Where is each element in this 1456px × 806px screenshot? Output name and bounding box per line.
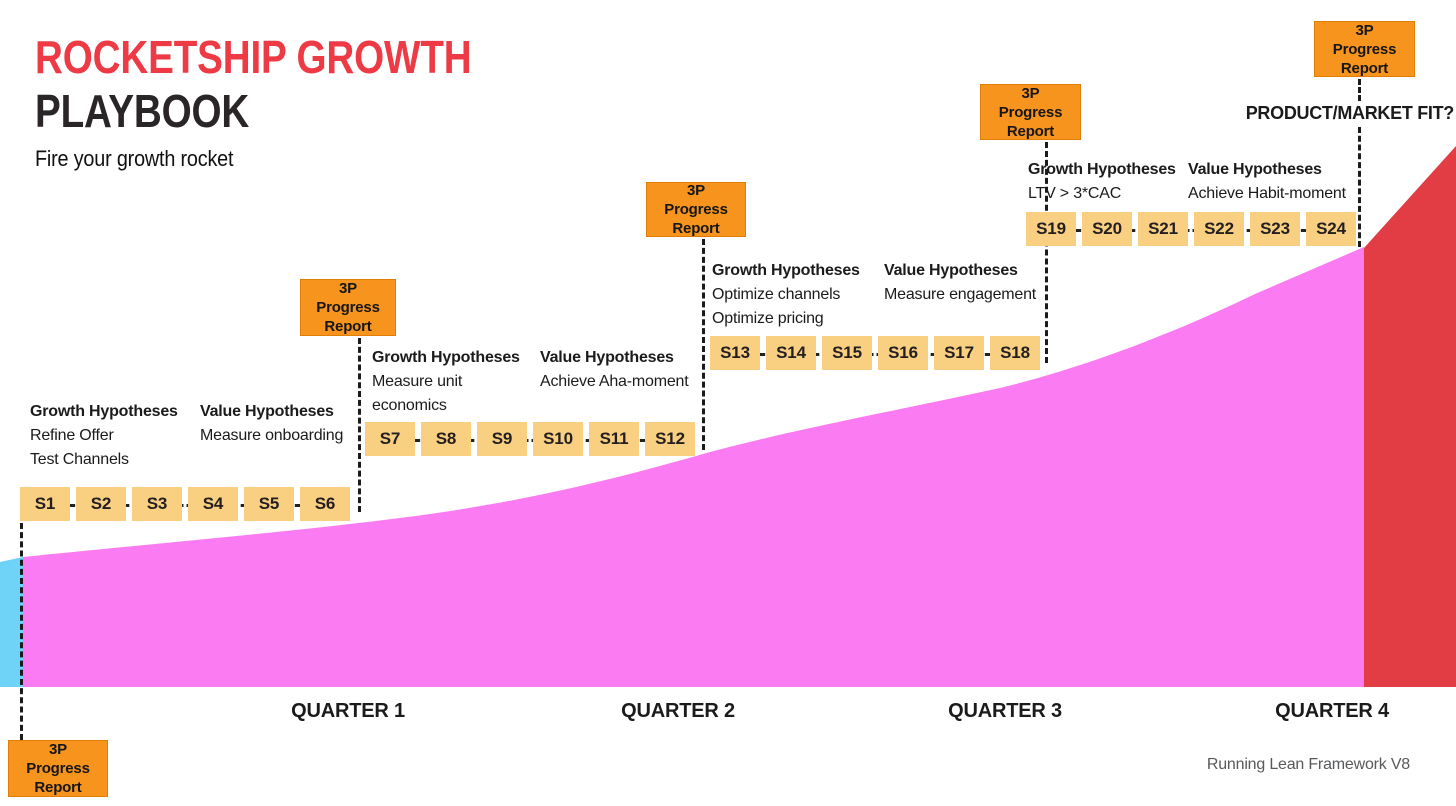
page-title-line1: ROCKETSHIP GROWTH	[35, 31, 472, 83]
dashed-line-q4-lower	[1358, 127, 1361, 247]
sprint-box-s3: S3	[132, 487, 182, 521]
dashed-line-start	[20, 523, 23, 740]
q2-growth-hypotheses: Growth Hypotheses Measure unit economics	[372, 346, 520, 418]
hypo-line: economics	[372, 397, 447, 414]
hypo-title: Growth Hypotheses	[712, 262, 860, 279]
quarter-2-label: QUARTER 2	[621, 700, 735, 722]
q3-growth-hypotheses: Growth Hypotheses Optimize channels Opti…	[712, 259, 860, 331]
product-market-fit-label: PRODUCT/MARKET FIT?	[1245, 103, 1455, 123]
milestone-3p-report-q4: 3P Progress Report	[1314, 21, 1415, 77]
milestone-3p-report-q3: 3P Progress Report	[980, 84, 1081, 140]
q4-value-hypotheses: Value Hypotheses Achieve Habit-moment	[1188, 158, 1346, 206]
sprint-box-s20: S20	[1082, 212, 1132, 246]
sprint-row-q3: S13 S14 S15 S16 S17 S18	[710, 336, 1040, 370]
framework-credit: Running Lean Framework V8	[1206, 756, 1410, 773]
page-title-line2: PLAYBOOK	[35, 85, 250, 137]
hypo-title: Growth Hypotheses	[1028, 161, 1176, 178]
sprint-box-s11: S11	[589, 422, 639, 456]
sprint-box-s2: S2	[76, 487, 126, 521]
sprint-box-s18: S18	[990, 336, 1040, 370]
sprint-box-s17: S17	[934, 336, 984, 370]
q1-growth-hypotheses: Growth Hypotheses Refine Offer Test Chan…	[30, 400, 178, 472]
hypo-title: Value Hypotheses	[200, 403, 334, 420]
sprint-box-s5: S5	[244, 487, 294, 521]
hypo-line: Measure unit	[372, 373, 463, 390]
milestone-label: 3P Progress Report	[26, 741, 90, 796]
sprint-row-q4: S19 S20 S21 S22 S23 S24	[1026, 212, 1356, 246]
dashed-line-q1	[358, 338, 361, 512]
sprint-box-s24: S24	[1306, 212, 1356, 246]
hypo-title: Value Hypotheses	[1188, 161, 1322, 178]
q1-value-hypotheses: Value Hypotheses Measure onboarding	[200, 400, 343, 448]
dashed-line-q2	[702, 239, 705, 450]
hypo-title: Value Hypotheses	[884, 262, 1018, 279]
quarter-3-label: QUARTER 3	[948, 700, 1062, 722]
sprint-box-s10: S10	[533, 422, 583, 456]
hypo-title: Growth Hypotheses	[372, 349, 520, 366]
milestone-label: 3P Progress Report	[316, 280, 380, 335]
sprint-box-s14: S14	[766, 336, 816, 370]
milestone-3p-report-q2: 3P Progress Report	[646, 182, 746, 237]
hypo-line: Measure onboarding	[200, 427, 344, 444]
hypo-line: LTV > 3*CAC	[1028, 185, 1122, 202]
dashed-line-q4-upper	[1358, 79, 1361, 101]
sprint-box-s21: S21	[1138, 212, 1188, 246]
sprint-box-s16: S16	[878, 336, 928, 370]
sprint-box-s1: S1	[20, 487, 70, 521]
q3-value-hypotheses: Value Hypotheses Measure engagement	[884, 259, 1036, 307]
hypo-line: Achieve Aha-moment	[540, 373, 689, 390]
page-tagline: Fire your growth rocket	[35, 146, 234, 171]
hypo-line: Test Channels	[30, 451, 129, 468]
sprint-row-q1: S1 S2 S3 S4 S5 S6	[20, 487, 350, 521]
sprint-row-q2: S7 S8 S9 S10 S11 S12	[365, 422, 695, 456]
milestone-3p-report-q1: 3P Progress Report	[300, 279, 396, 336]
q2-value-hypotheses: Value Hypotheses Achieve Aha-moment	[540, 346, 689, 394]
launch-area-blue	[0, 557, 23, 687]
sprint-box-s19: S19	[1026, 212, 1076, 246]
hypo-title: Value Hypotheses	[540, 349, 674, 366]
q4-growth-hypotheses: Growth Hypotheses LTV > 3*CAC	[1028, 158, 1176, 206]
sprint-box-s4: S4	[188, 487, 238, 521]
hypo-line: Optimize channels	[712, 286, 841, 303]
milestone-label: 3P Progress Report	[1332, 21, 1397, 77]
quarter-1-label: QUARTER 1	[291, 700, 405, 722]
sprint-box-s23: S23	[1250, 212, 1300, 246]
sprint-box-s6: S6	[300, 487, 350, 521]
sprint-box-s12: S12	[645, 422, 695, 456]
sprint-box-s15: S15	[822, 336, 872, 370]
dashed-line-q3	[1045, 142, 1048, 363]
quarter-4-label: QUARTER 4	[1275, 700, 1389, 722]
milestone-label: 3P Progress Report	[998, 84, 1063, 140]
sprint-box-s9: S9	[477, 422, 527, 456]
hypo-line: Achieve Habit-moment	[1188, 185, 1346, 202]
sprint-box-s13: S13	[710, 336, 760, 370]
hypo-line: Optimize pricing	[712, 310, 824, 327]
hypo-line: Measure engagement	[884, 286, 1037, 303]
hockeystick-area-red	[1364, 146, 1456, 687]
hypo-line: Refine Offer	[30, 427, 114, 444]
milestone-3p-report-start: 3P Progress Report	[8, 740, 108, 797]
sprint-box-s7: S7	[365, 422, 415, 456]
sprint-box-s22: S22	[1194, 212, 1244, 246]
growth-area-magenta	[23, 247, 1364, 687]
milestone-label: 3P Progress Report	[664, 182, 728, 237]
hypo-title: Growth Hypotheses	[30, 403, 178, 420]
sprint-box-s8: S8	[421, 422, 471, 456]
